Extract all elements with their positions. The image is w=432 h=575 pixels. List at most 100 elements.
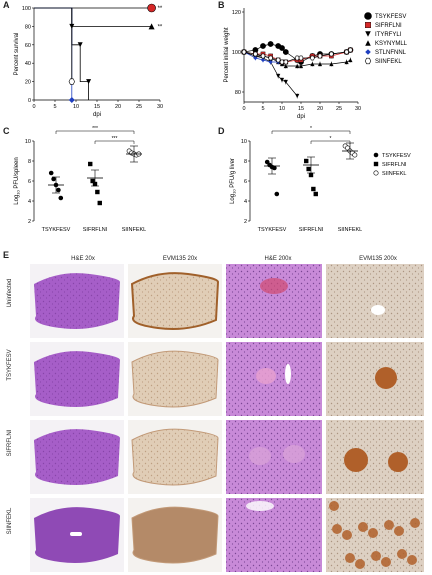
survival-line-ksynymll <box>34 7 89 100</box>
weight-point-ityrfyli <box>295 93 300 99</box>
liver-point <box>272 165 277 171</box>
panel-letter-a: A <box>3 0 10 10</box>
histo-he20-vessel <box>70 532 82 536</box>
weight-point-siinfekl <box>309 55 315 61</box>
histo-evm200-focus <box>397 549 407 559</box>
survival-line-siinfekl <box>34 7 73 82</box>
row-label-tsykfesv: TSYKFESV <box>7 349 13 381</box>
histo-he200-tile <box>226 264 322 338</box>
weight-y-tick-label: 80 <box>235 90 241 96</box>
histo-evm200-focus <box>355 559 365 569</box>
histo-evm20-tissue <box>131 428 219 486</box>
survival-y-tick-label: 60 <box>25 43 31 49</box>
liver-point <box>303 158 309 164</box>
legend-b-marker-ksynymll <box>365 40 371 46</box>
weight-point-ksynymll <box>295 63 300 69</box>
weight-point-ksynymll <box>310 61 315 67</box>
spleen-point <box>87 161 93 167</box>
liver-y-tick-label: 2 <box>244 219 247 225</box>
survival-chart: 0 5 10 15 20 25 30 0 20 40 60 80 100 dpi Percent survi… <box>14 3 163 118</box>
col-header-he20: H&E 20x <box>71 256 95 262</box>
histo-evm200-focus <box>384 520 394 530</box>
survival-y-tick-label: 40 <box>25 61 31 67</box>
legend-b-marker-stlnfnnl <box>365 49 371 55</box>
panel-letter-d: D <box>218 126 225 136</box>
liver-legend-label: SIINFEKL <box>382 171 406 177</box>
histology-images <box>30 264 424 572</box>
col-header-he200: H&E 200x <box>264 256 292 262</box>
spleen-y-tick-label: 10 <box>25 139 31 145</box>
weight-x-tick-label: 5 <box>261 106 264 112</box>
liver-legend-marker <box>373 161 379 167</box>
survival-mark-stlnfnnl <box>68 97 75 103</box>
survival-y-tick-label: 0 <box>28 98 31 104</box>
histo-he20-tissue <box>34 429 120 485</box>
weight-point-ksynymll <box>317 61 323 67</box>
histo-evm200-focus <box>332 524 342 534</box>
histo-he200-tile <box>226 420 322 494</box>
liver-point <box>274 191 280 197</box>
legend-b-marker-ityrfyli <box>365 31 371 37</box>
row-label-siinfekl: SIINFEKL <box>7 507 13 535</box>
weight-point-ityrfyli <box>279 77 285 83</box>
liver-point <box>352 152 358 158</box>
survival-y-label: Percent survival <box>14 33 20 76</box>
spleen-point <box>58 195 64 201</box>
liver-sig-bracket <box>310 140 351 144</box>
weight-point-siinfekl <box>260 53 266 59</box>
liver-category-label: SIFRFLNI <box>299 227 324 233</box>
histo-evm200-focus <box>388 452 408 472</box>
panel-letter-b: B <box>218 0 225 10</box>
histo-he200-lesion <box>283 445 305 463</box>
histo-evm200-focus <box>407 555 417 565</box>
histo-evm200-tile <box>326 264 424 338</box>
liver-sig-label: * <box>310 126 312 132</box>
histo-evm200-focus <box>342 530 352 540</box>
legend-b-label-ityrfyli: ITYRFYLI <box>375 32 402 38</box>
histo-he200-vessel <box>260 278 288 294</box>
weight-x-tick-label: 30 <box>355 106 361 112</box>
spleen-y-tick-label: 4 <box>28 199 31 205</box>
spleen-sig-bracket <box>55 130 135 134</box>
panel-letter-c: C <box>3 126 10 136</box>
histo-he20-tissue <box>34 273 120 329</box>
weight-point-ksynymll <box>283 63 288 69</box>
weight-point-siinfekl <box>268 55 274 61</box>
histo-evm20-tissue <box>130 272 220 330</box>
legend-b-label-sifrflni: SIFRFLNI <box>375 23 402 29</box>
liver-point <box>264 159 270 165</box>
weight-x-tick-label: 20 <box>317 106 323 112</box>
legend-b-label-siinfekl: SIINFEKL <box>375 59 402 65</box>
weight-point-ksynymll <box>344 59 349 65</box>
spleen-pfu-chart: 2 4 6 8 10 Log10 PFU/spleen TSYKFESV SIFRFLNI SI… <box>14 126 146 233</box>
weight-chart: 0 5 10 15 20 25 30 80 100 120 dpi Percent initial w… <box>224 8 408 120</box>
survival-x-label: dpi <box>93 112 101 118</box>
histo-he200-vessel <box>246 501 274 511</box>
weight-point-ityrfyli <box>283 79 288 85</box>
histo-he200-lesion <box>256 368 276 384</box>
weight-point-tsykfesv <box>260 43 266 49</box>
histo-evm200-focus <box>358 522 368 532</box>
survival-mark-ityrfyli <box>69 23 75 29</box>
histo-he200-lesion <box>249 447 271 465</box>
spleen-y-tick-label: 6 <box>28 179 31 185</box>
survival-y-tick-label: 100 <box>22 6 31 12</box>
weight-point-siinfekl <box>298 55 304 61</box>
histo-evm200-focus <box>410 518 420 528</box>
weight-y-tick-label: 100 <box>232 50 241 56</box>
legend-b-marker-tsykfesv <box>364 12 372 20</box>
liver-legend-label: TSYKFESV <box>382 153 411 159</box>
survival-y-tick-label: 80 <box>25 24 31 30</box>
histo-evm200-focus <box>368 528 378 538</box>
spleen-category-label: SIINFEKL <box>122 227 146 233</box>
survival-x-tick-label: 20 <box>115 104 121 110</box>
liver-y-label: Log10 PFU/g liver <box>230 158 237 204</box>
histo-he200-tile <box>226 498 322 572</box>
weight-point-siinfekl <box>344 49 350 55</box>
weight-point-stlnfnnl <box>260 57 266 63</box>
histo-evm20-tissue <box>131 506 219 564</box>
liver-y-tick-label: 4 <box>244 199 247 205</box>
liver-y-tick-label: 10 <box>241 139 247 145</box>
survival-mark-ksynymll <box>77 42 83 48</box>
histo-evm200-focus <box>371 551 381 561</box>
